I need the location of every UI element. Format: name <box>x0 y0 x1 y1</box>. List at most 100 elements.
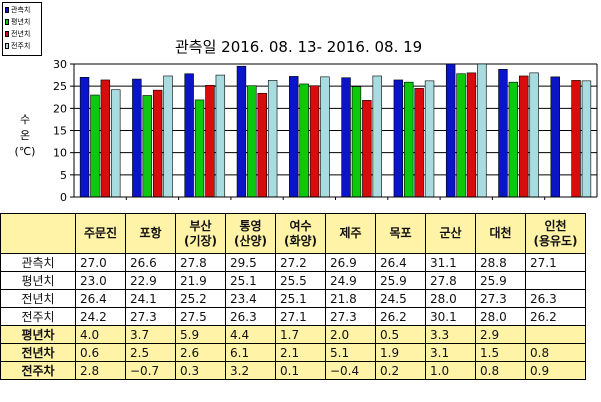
table-cell: 0.6 <box>75 343 126 362</box>
y-tick-label: 20 <box>53 102 67 115</box>
table-cell: 25.2 <box>175 289 226 308</box>
station-header: 통영 (산양) <box>225 213 276 254</box>
station-header: 대천 <box>475 213 526 254</box>
table-cell: 3.7 <box>125 325 176 344</box>
legend-swatch <box>5 43 9 49</box>
table-cell: 25.9 <box>475 271 526 290</box>
table-row: 전년치 26.4 24.1 25.2 23.4 25.1 21.8 24.5 28.0 27.3 2… <box>0 289 586 308</box>
station-header-line: 주문진 <box>83 226 118 240</box>
bar-관측치 <box>445 63 456 198</box>
bar-전주치 <box>111 89 121 198</box>
table-cell: 27.3 <box>125 307 176 326</box>
bar-평년치 <box>508 81 519 198</box>
y-axis-label: 수 온 (℃) <box>14 112 36 160</box>
table-cell: 0.5 <box>375 325 426 344</box>
bar-관측치 <box>550 76 560 198</box>
bar-전주치 <box>267 80 278 198</box>
table-cell: 0.2 <box>375 361 426 380</box>
y-tick-label: 10 <box>53 147 67 160</box>
table-row: 전주치 24.2 27.3 27.5 26.3 27.1 27.3 26.2 30.1 28.0 2… <box>0 307 586 326</box>
table-cell: 26.3 <box>225 307 276 326</box>
bar-전년치 <box>205 84 215 198</box>
bar-전주치 <box>372 75 382 198</box>
table-cell: 25.9 <box>375 271 426 290</box>
row-label: 전년치 <box>0 289 76 308</box>
station-header-line: 여수 <box>289 218 312 233</box>
table-cell: 2.6 <box>175 343 226 362</box>
station-header-line: 포항 <box>139 226 162 240</box>
table-cell: 27.0 <box>75 253 126 272</box>
table-cell: 27.2 <box>275 253 326 272</box>
station-header: 인천 (용유도) <box>525 213 586 254</box>
bar-평년치 <box>299 83 309 198</box>
table-row: 전주차 2.8 −0.7 0.3 3.2 0.1 −0.4 0.2 1.0 0.8 0.9 <box>0 361 586 380</box>
table-cell: 25.1 <box>225 271 276 290</box>
table-cell: 27.3 <box>325 307 376 326</box>
table-cell: 1.7 <box>275 325 326 344</box>
station-header: 부산 (기장) <box>175 213 226 254</box>
chart-title: 관측일 2016. 08. 13- 2016. 08. 19 <box>175 38 423 56</box>
row-label: 관측치 <box>0 253 76 272</box>
table-cell: 1.0 <box>425 361 476 380</box>
table-cell: 26.9 <box>325 253 376 272</box>
station-header-line: 인천 <box>544 218 567 233</box>
bar-관측치 <box>79 77 90 198</box>
table-cell: 30.1 <box>425 307 476 326</box>
table-cell: 26.2 <box>525 307 586 326</box>
station-header: 군산 <box>425 213 476 254</box>
table-cell: 3.2 <box>225 361 276 380</box>
table-cell: 1.9 <box>375 343 426 362</box>
legend-item: 전주치 <box>5 40 39 52</box>
station-header-line: 군산 <box>439 226 462 240</box>
table-cell <box>525 271 586 290</box>
table-cell: 29.5 <box>225 253 276 272</box>
table-cell: 5.1 <box>325 343 376 362</box>
legend-swatch <box>5 31 9 37</box>
y-tick-label: 5 <box>60 169 67 182</box>
table-cell: 27.1 <box>275 307 326 326</box>
bar-전주치 <box>529 72 539 198</box>
legend-item: 관측치 <box>5 4 39 16</box>
table-cell: 24.1 <box>125 289 176 308</box>
table-cell: 26.4 <box>375 253 426 272</box>
table-cell: 25.1 <box>275 289 326 308</box>
table-cell: 24.9 <box>325 271 376 290</box>
station-header-line: (기장) <box>183 233 218 248</box>
bar-전주치 <box>477 63 487 198</box>
bar-전주치 <box>424 80 435 198</box>
bar-전년치 <box>414 88 424 198</box>
station-header: 주문진 <box>75 213 126 254</box>
bar-관측치 <box>184 73 194 198</box>
table-cell: 3.1 <box>425 343 476 362</box>
table-cell: 27.5 <box>175 307 226 326</box>
bar-전주치 <box>320 76 330 198</box>
table-cell: 0.9 <box>525 361 586 380</box>
table-row: 관측치 27.0 26.6 27.8 29.5 27.2 26.9 26.4 31.1 28.8 2… <box>0 253 586 272</box>
table-cell: 26.6 <box>125 253 176 272</box>
y-tick-label: 25 <box>53 80 67 93</box>
table-header-row: 주문진 포항 부산 (기장) 통영 (산양) 여수 (화양) 제주 목포 군산 대천 인천 (용유도) <box>0 213 586 254</box>
bar-전주치 <box>163 75 173 198</box>
y-tick-label: 15 <box>53 125 67 138</box>
table-cell: 25.5 <box>275 271 326 290</box>
bar-전주치 <box>215 74 226 198</box>
row-label: 평년치 <box>0 271 76 290</box>
table-corner-cell <box>0 213 76 254</box>
station-header: 여수 (화양) <box>275 213 326 254</box>
table-cell: 4.4 <box>225 325 276 344</box>
row-label: 전년차 <box>0 343 76 362</box>
table-row: 평년차 4.0 3.7 5.9 4.4 1.7 2.0 0.5 3.3 2.9 <box>0 325 586 344</box>
table-cell: 23.4 <box>225 289 276 308</box>
bar-관측치 <box>341 77 351 198</box>
table-cell: 21.9 <box>175 271 226 290</box>
station-header-line: 대천 <box>489 226 512 240</box>
bar-관측치 <box>289 76 299 198</box>
bar-평년치 <box>142 95 152 198</box>
station-header-line: 제주 <box>339 226 362 240</box>
table-cell: 0.1 <box>275 361 326 380</box>
legend-item: 전년치 <box>5 28 39 40</box>
table-cell: 27.1 <box>525 253 586 272</box>
table-cell: 27.8 <box>175 253 226 272</box>
bar-전년치 <box>362 100 372 198</box>
station-header: 목포 <box>375 213 426 254</box>
